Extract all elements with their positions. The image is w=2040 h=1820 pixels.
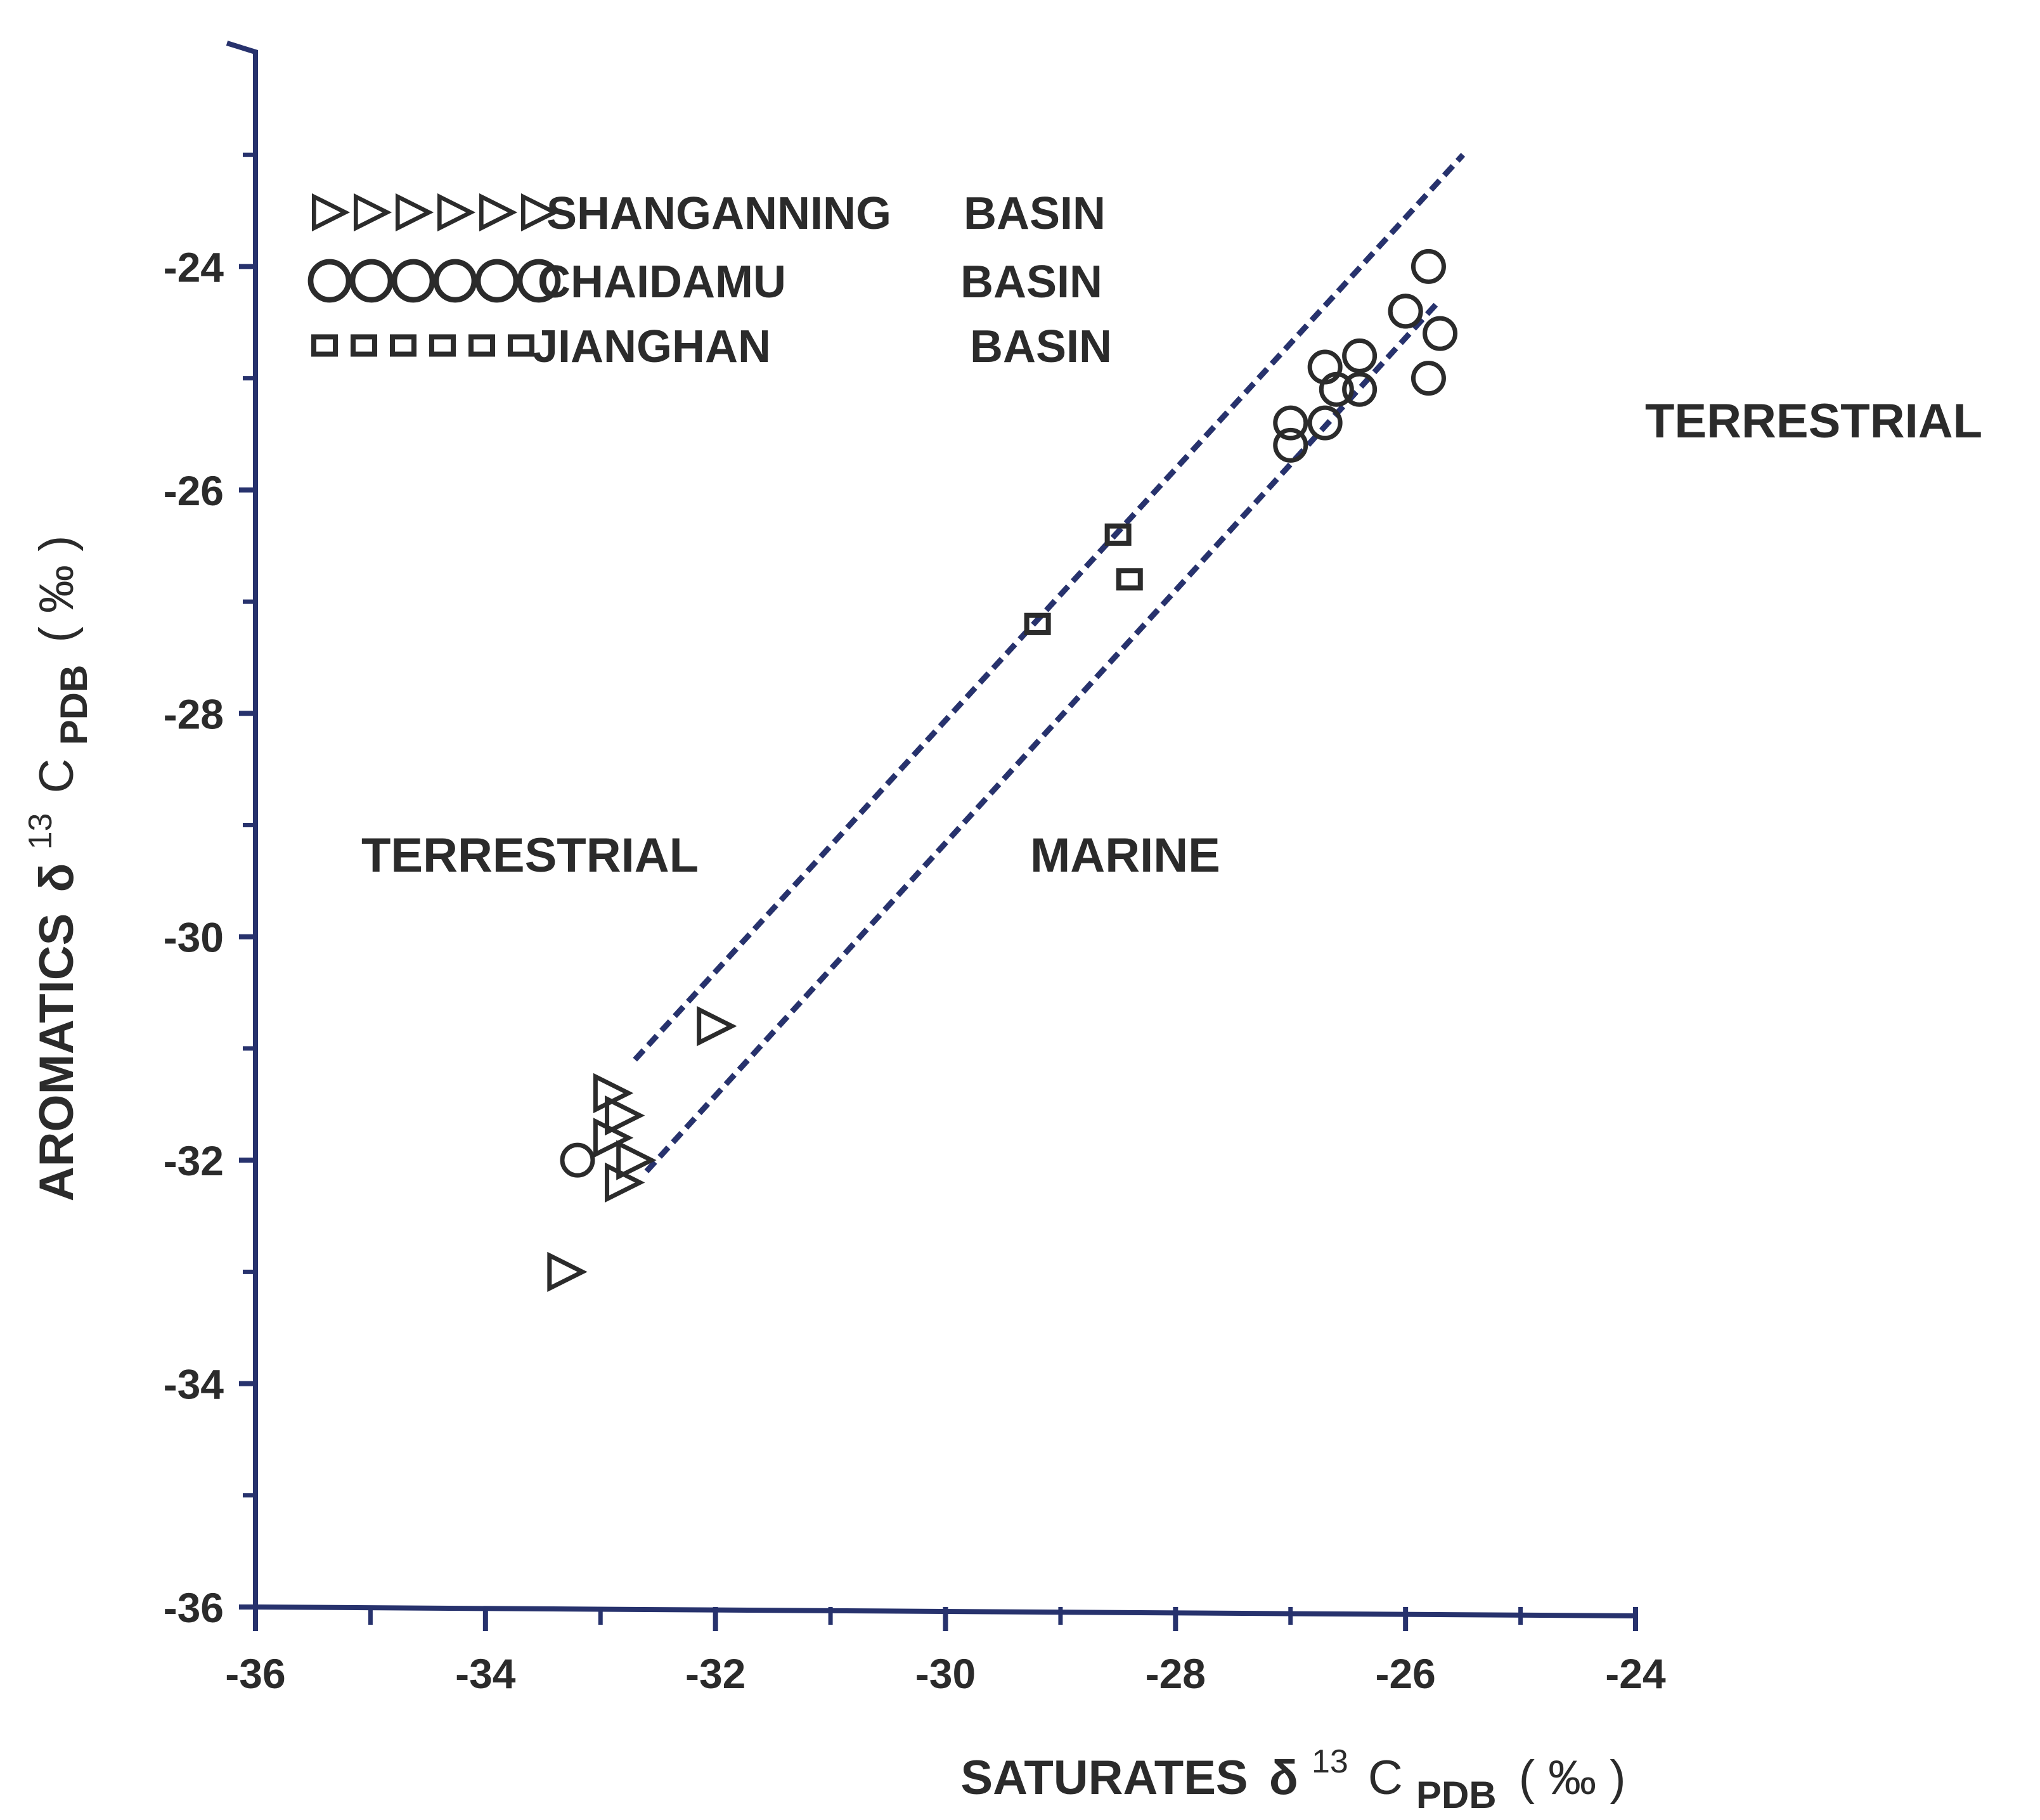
legend-square-icon xyxy=(429,334,456,357)
triangle-point xyxy=(547,1251,588,1293)
x-axis-title-subscript: PDB xyxy=(1416,1774,1497,1816)
legend-name: SHANGANNING xyxy=(546,188,891,239)
y-axis-title-main: AROMATICS xyxy=(30,913,84,1202)
y-tick-label: -34 xyxy=(164,1361,224,1408)
x-tick-label: -24 xyxy=(1605,1650,1666,1697)
circle-point xyxy=(1342,338,1378,373)
legend-triangle-icon xyxy=(479,193,518,232)
y-tick-label: -36 xyxy=(164,1584,224,1631)
y-axis-title-unit: ( ‰ ) xyxy=(30,536,84,643)
region-label-left: TERRESTRIAL xyxy=(361,829,699,882)
legend-triangle-icon xyxy=(353,193,392,232)
x-axis-title-delta: δ xyxy=(1269,1751,1298,1805)
circle-point xyxy=(560,1142,595,1178)
triangle-point xyxy=(697,1006,737,1047)
square-point xyxy=(1116,568,1143,591)
circle-point xyxy=(1411,361,1446,396)
legend-circle-icon xyxy=(433,259,477,303)
x-tick-label: -36 xyxy=(225,1650,285,1697)
legend-basin: BASIN xyxy=(960,257,1102,307)
legend-square-icon xyxy=(390,334,416,357)
x-axis-title-main: SATURATES xyxy=(960,1751,1248,1805)
triangle-point xyxy=(605,1095,645,1136)
y-axis-title-superscript: 13 xyxy=(22,813,59,850)
boundary-lines xyxy=(633,153,1466,1173)
x-tick-label: -26 xyxy=(1375,1650,1435,1697)
legend: SHANGANNING BASIN CHAIDAMU BASIN JIANGHAN BAS… xyxy=(307,188,1112,372)
y-tick-label: -32 xyxy=(164,1137,224,1184)
guide-line-lower-boundary xyxy=(644,298,1442,1173)
data-points xyxy=(547,248,1458,1293)
legend-basin: BASIN xyxy=(970,321,1112,372)
circle-point xyxy=(1273,427,1308,463)
legend-circle-icon xyxy=(517,259,561,303)
y-axis-title-subscript: PDB xyxy=(53,665,95,745)
circle-point xyxy=(1273,405,1308,441)
y-tick-label: -24 xyxy=(164,243,224,290)
square-point xyxy=(1104,523,1132,546)
axes: -36 -34 -32 -30 -28 -26 -24 -36 -34 -32 -30 -28 -26 -… xyxy=(164,41,1666,1697)
y-axis-title-c: C xyxy=(30,759,84,794)
y-tick-label: -28 xyxy=(164,690,224,737)
legend-square-icon xyxy=(468,334,495,357)
legend-square-icon xyxy=(311,334,338,357)
y-tick-label: -30 xyxy=(164,914,224,961)
legend-square-icon xyxy=(351,334,377,357)
y-axis-line xyxy=(226,41,258,1607)
legend-basin: BASIN xyxy=(964,188,1106,239)
legend-circle-icon xyxy=(349,259,394,303)
triangle-point xyxy=(605,1162,645,1203)
y-axis-title: AROMATICS δ 13 C PDB ( ‰ ) xyxy=(8,536,98,1202)
x-tick-label: -34 xyxy=(455,1650,516,1697)
circle-point xyxy=(1307,405,1343,441)
x-tick-label: -30 xyxy=(915,1650,976,1697)
x-axis-title-superscript: 13 xyxy=(1312,1743,1348,1780)
circle-point xyxy=(1411,248,1446,284)
legend-triangle-icon xyxy=(520,193,560,232)
region-label-middle: MARINE xyxy=(1030,829,1220,882)
legend-square-icon xyxy=(508,334,534,357)
x-axis-title-unit: ( ‰ ) xyxy=(1519,1751,1626,1805)
legend-triangle-icon xyxy=(311,193,351,232)
legend-circle-icon xyxy=(391,259,436,303)
x-axis-title-c: C xyxy=(1368,1751,1403,1805)
legend-triangle-icon xyxy=(437,193,476,232)
legend-triangle-icon xyxy=(395,193,434,232)
y-tick-label: -26 xyxy=(164,467,224,514)
circle-point xyxy=(1342,371,1378,407)
guide-line-upper-boundary xyxy=(633,153,1466,1062)
region-label-right: TERRESTRIAL xyxy=(1645,394,1982,448)
square-point xyxy=(1024,612,1051,635)
circle-point xyxy=(1423,316,1458,351)
legend-name: JIANGHAN xyxy=(533,321,771,372)
x-tick-label: -32 xyxy=(685,1650,746,1697)
y-axis-title-delta: δ xyxy=(30,863,84,893)
triangle-point xyxy=(593,1073,634,1114)
triangle-point xyxy=(616,1140,657,1180)
x-axis-title: SATURATES δ 13 C PDB ( ‰ ) xyxy=(960,1729,1625,1819)
legend-name: CHAIDAMU xyxy=(538,257,786,307)
x-tick-label: -28 xyxy=(1146,1650,1206,1697)
legend-circle-icon xyxy=(307,259,352,303)
legend-circle-icon xyxy=(475,259,519,303)
triangle-point xyxy=(593,1118,634,1158)
circle-point xyxy=(1388,294,1423,329)
circle-point xyxy=(1319,371,1354,407)
